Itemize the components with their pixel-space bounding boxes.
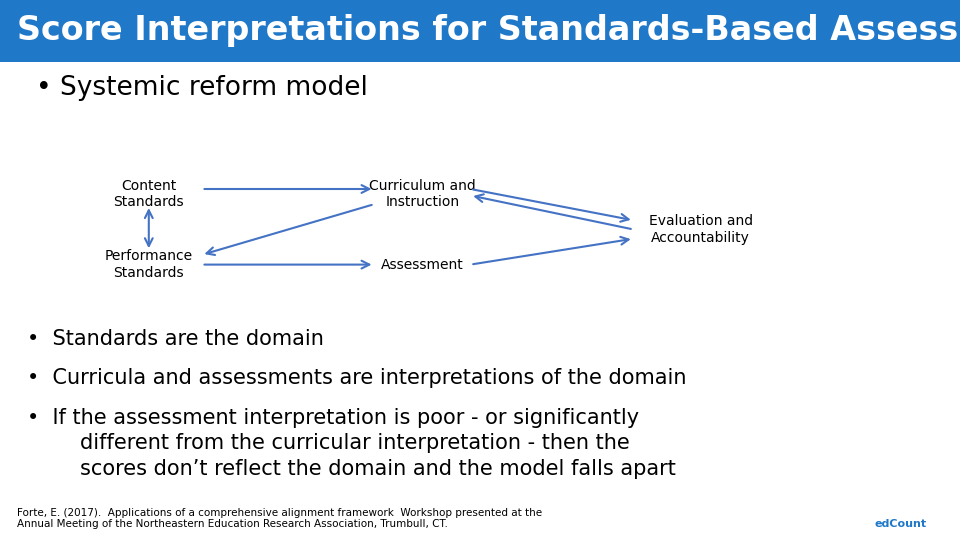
Text: Curriculum and
Instruction: Curriculum and Instruction <box>369 179 476 210</box>
Text: Performance
Standards: Performance Standards <box>105 249 193 280</box>
Text: •  Standards are the domain: • Standards are the domain <box>27 329 324 349</box>
Text: Assessment: Assessment <box>381 258 464 272</box>
FancyBboxPatch shape <box>0 0 960 62</box>
Text: edCount: edCount <box>875 519 926 529</box>
Text: Content
Standards: Content Standards <box>113 179 184 210</box>
Text: •  If the assessment interpretation is poor - or significantly
        different: • If the assessment interpretation is po… <box>27 408 676 479</box>
Text: •  Curricula and assessments are interpretations of the domain: • Curricula and assessments are interpre… <box>27 368 686 388</box>
Text: • Systemic reform model: • Systemic reform model <box>36 75 369 100</box>
Text: Evaluation and
Accountability: Evaluation and Accountability <box>649 214 753 245</box>
Text: Forte, E. (2017).  Applications of a comprehensive alignment framework  Workshop: Forte, E. (2017). Applications of a comp… <box>17 508 542 529</box>
Text: Score Interpretations for Standards-Based Assessments: Score Interpretations for Standards-Base… <box>17 14 960 48</box>
